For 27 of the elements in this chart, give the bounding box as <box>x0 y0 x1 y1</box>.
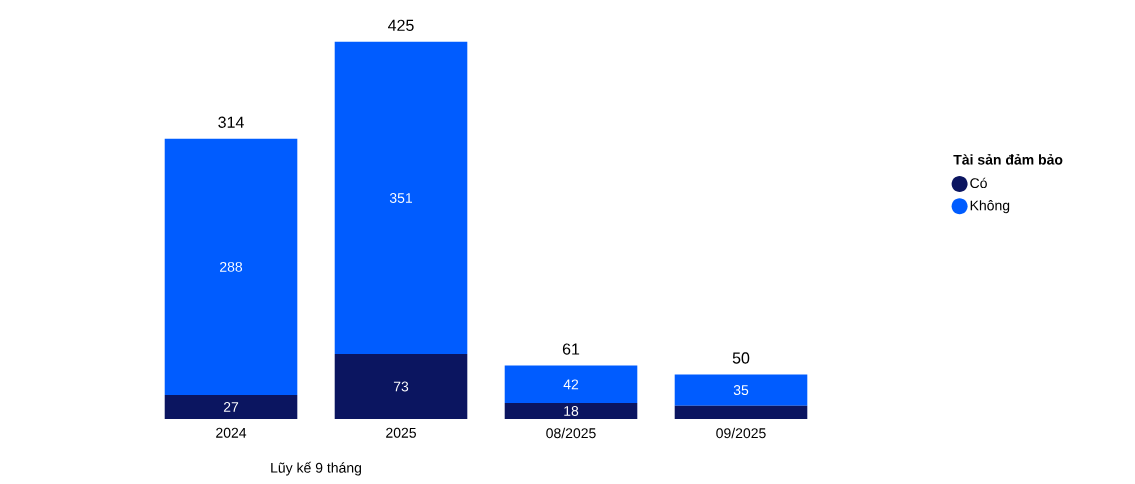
x-tick-label: 2025 <box>386 427 416 438</box>
bar <box>334 41 468 355</box>
legend-title: Tài sản đảm bảo <box>953 154 1063 165</box>
x-tick-label: 2024 <box>216 427 247 438</box>
x-tick-label: 08/2025 <box>546 427 596 439</box>
bar <box>674 405 808 419</box>
total-label: 314 <box>218 116 244 128</box>
data-label: 35 <box>733 385 749 396</box>
data-label: 73 <box>393 381 409 392</box>
total-label: 61 <box>562 343 580 355</box>
bar <box>334 354 468 419</box>
total-label: 50 <box>732 352 750 364</box>
data-label: 42 <box>563 379 579 390</box>
total-label: 425 <box>388 19 414 31</box>
x-tick-label: 09/2025 <box>716 427 766 439</box>
text: Lũy kế 9 tháng <box>271 461 362 476</box>
bar <box>164 138 298 395</box>
bar <box>164 394 298 419</box>
bar <box>674 374 808 406</box>
data-label: 27 <box>223 402 239 412</box>
data-label: 18 <box>564 406 579 416</box>
bar <box>504 365 638 403</box>
data-label: 351 <box>389 192 412 203</box>
legend-label: Không <box>970 200 1010 214</box>
legend-label: Có <box>970 177 987 189</box>
bar <box>504 402 638 419</box>
data-label: 288 <box>220 261 243 272</box>
